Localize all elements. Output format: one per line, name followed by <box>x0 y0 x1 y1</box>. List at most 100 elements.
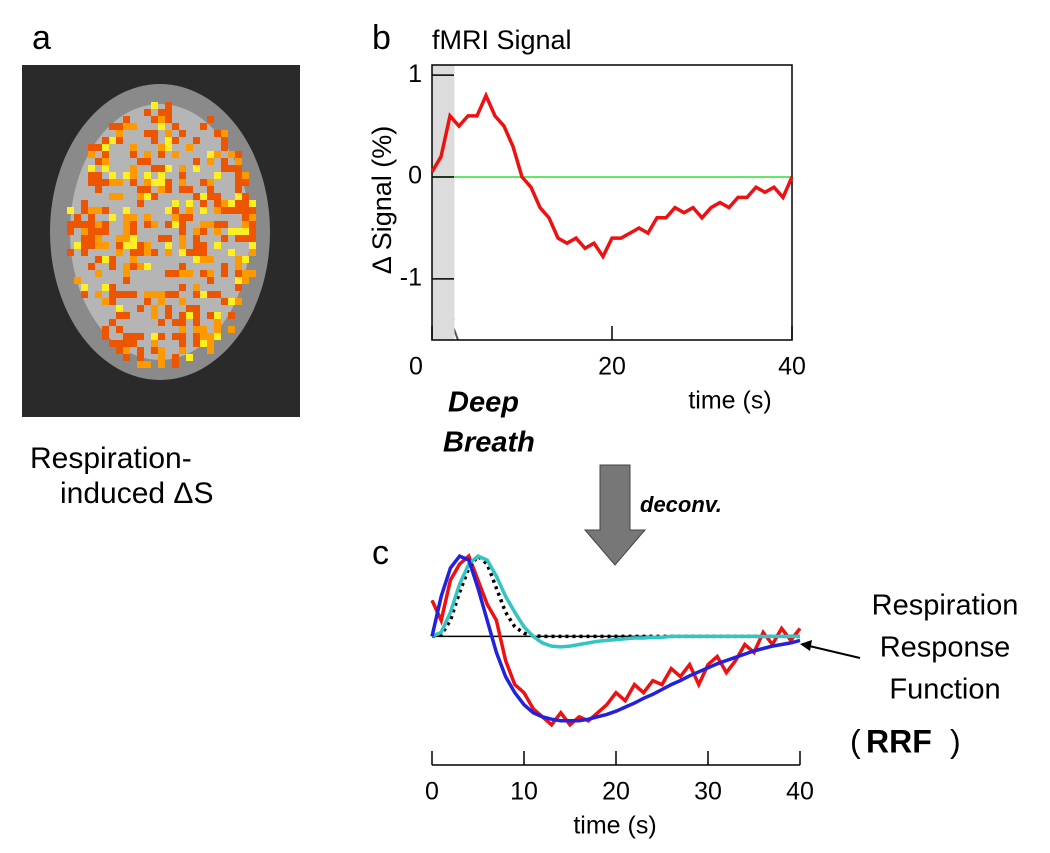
voxel <box>130 144 137 151</box>
voxel <box>235 207 242 214</box>
voxel <box>235 228 242 235</box>
voxel <box>228 312 235 319</box>
voxel <box>137 305 144 312</box>
voxel <box>151 347 158 354</box>
voxel <box>130 263 137 270</box>
voxel <box>144 263 151 270</box>
voxel <box>193 193 200 200</box>
voxel <box>102 179 109 186</box>
voxel <box>81 249 88 256</box>
voxel <box>102 221 109 228</box>
annotation: Deep <box>448 387 519 419</box>
voxel <box>179 270 186 277</box>
voxel <box>137 193 144 200</box>
voxel <box>193 312 200 319</box>
voxel <box>186 214 193 221</box>
voxel <box>249 221 256 228</box>
x-tick-label: 20 <box>602 778 630 806</box>
voxel <box>137 354 144 361</box>
voxel <box>235 158 242 165</box>
voxel <box>102 333 109 340</box>
voxel <box>207 312 214 319</box>
voxel <box>88 151 95 158</box>
voxel <box>144 151 151 158</box>
voxel <box>158 144 165 151</box>
voxel <box>123 172 130 179</box>
voxel <box>144 130 151 137</box>
voxel <box>151 249 158 256</box>
x-axis-title: time (s) <box>573 812 656 840</box>
voxel <box>88 214 95 221</box>
voxel <box>88 221 95 228</box>
voxel <box>88 228 95 235</box>
voxel <box>81 242 88 249</box>
voxel <box>172 319 179 326</box>
voxel <box>193 158 200 165</box>
voxel <box>200 242 207 249</box>
voxel <box>95 228 102 235</box>
voxel <box>158 319 165 326</box>
voxel <box>151 130 158 137</box>
voxel <box>116 137 123 144</box>
voxel <box>151 221 158 228</box>
voxel <box>214 207 221 214</box>
voxel <box>172 151 179 158</box>
voxel <box>193 326 200 333</box>
voxel <box>207 116 214 123</box>
voxel <box>74 277 81 284</box>
voxel <box>235 256 242 263</box>
voxel <box>235 270 242 277</box>
voxel <box>214 242 221 249</box>
voxel <box>179 333 186 340</box>
voxel <box>235 165 242 172</box>
voxel <box>144 158 151 165</box>
voxel <box>186 186 193 193</box>
voxel <box>221 158 228 165</box>
voxel <box>214 319 221 326</box>
x-axis-title: time (s) <box>688 387 771 415</box>
voxel <box>158 333 165 340</box>
voxel <box>207 179 214 186</box>
voxel <box>200 326 207 333</box>
voxel <box>144 109 151 116</box>
voxel <box>193 137 200 144</box>
voxel <box>137 263 144 270</box>
voxel <box>214 193 221 200</box>
voxel <box>165 116 172 123</box>
voxel <box>158 354 165 361</box>
voxel <box>207 277 214 284</box>
voxel <box>123 116 130 123</box>
voxel <box>242 270 249 277</box>
voxel <box>242 228 249 235</box>
voxel <box>88 144 95 151</box>
voxel <box>165 137 172 144</box>
voxel <box>235 263 242 270</box>
voxel <box>109 284 116 291</box>
voxel <box>228 200 235 207</box>
series-line <box>431 554 800 649</box>
brain-image <box>22 65 300 417</box>
voxel <box>207 151 214 158</box>
annotation: Respiration <box>872 590 1019 622</box>
voxel <box>67 249 74 256</box>
plot-frame <box>431 64 793 341</box>
voxel <box>242 172 249 179</box>
voxel <box>242 193 249 200</box>
voxel <box>123 221 130 228</box>
voxel <box>144 221 151 228</box>
voxel <box>88 242 95 249</box>
voxel <box>102 165 109 172</box>
voxel <box>95 270 102 277</box>
voxel <box>116 340 123 347</box>
voxel <box>95 256 102 263</box>
voxel <box>186 144 193 151</box>
x-tick-label: 40 <box>778 353 806 381</box>
voxel <box>179 165 186 172</box>
voxel <box>186 200 193 207</box>
voxel <box>179 228 186 235</box>
voxel <box>249 270 256 277</box>
voxel <box>67 228 74 235</box>
voxel <box>102 228 109 235</box>
voxel <box>235 277 242 284</box>
voxel-map <box>67 102 256 368</box>
